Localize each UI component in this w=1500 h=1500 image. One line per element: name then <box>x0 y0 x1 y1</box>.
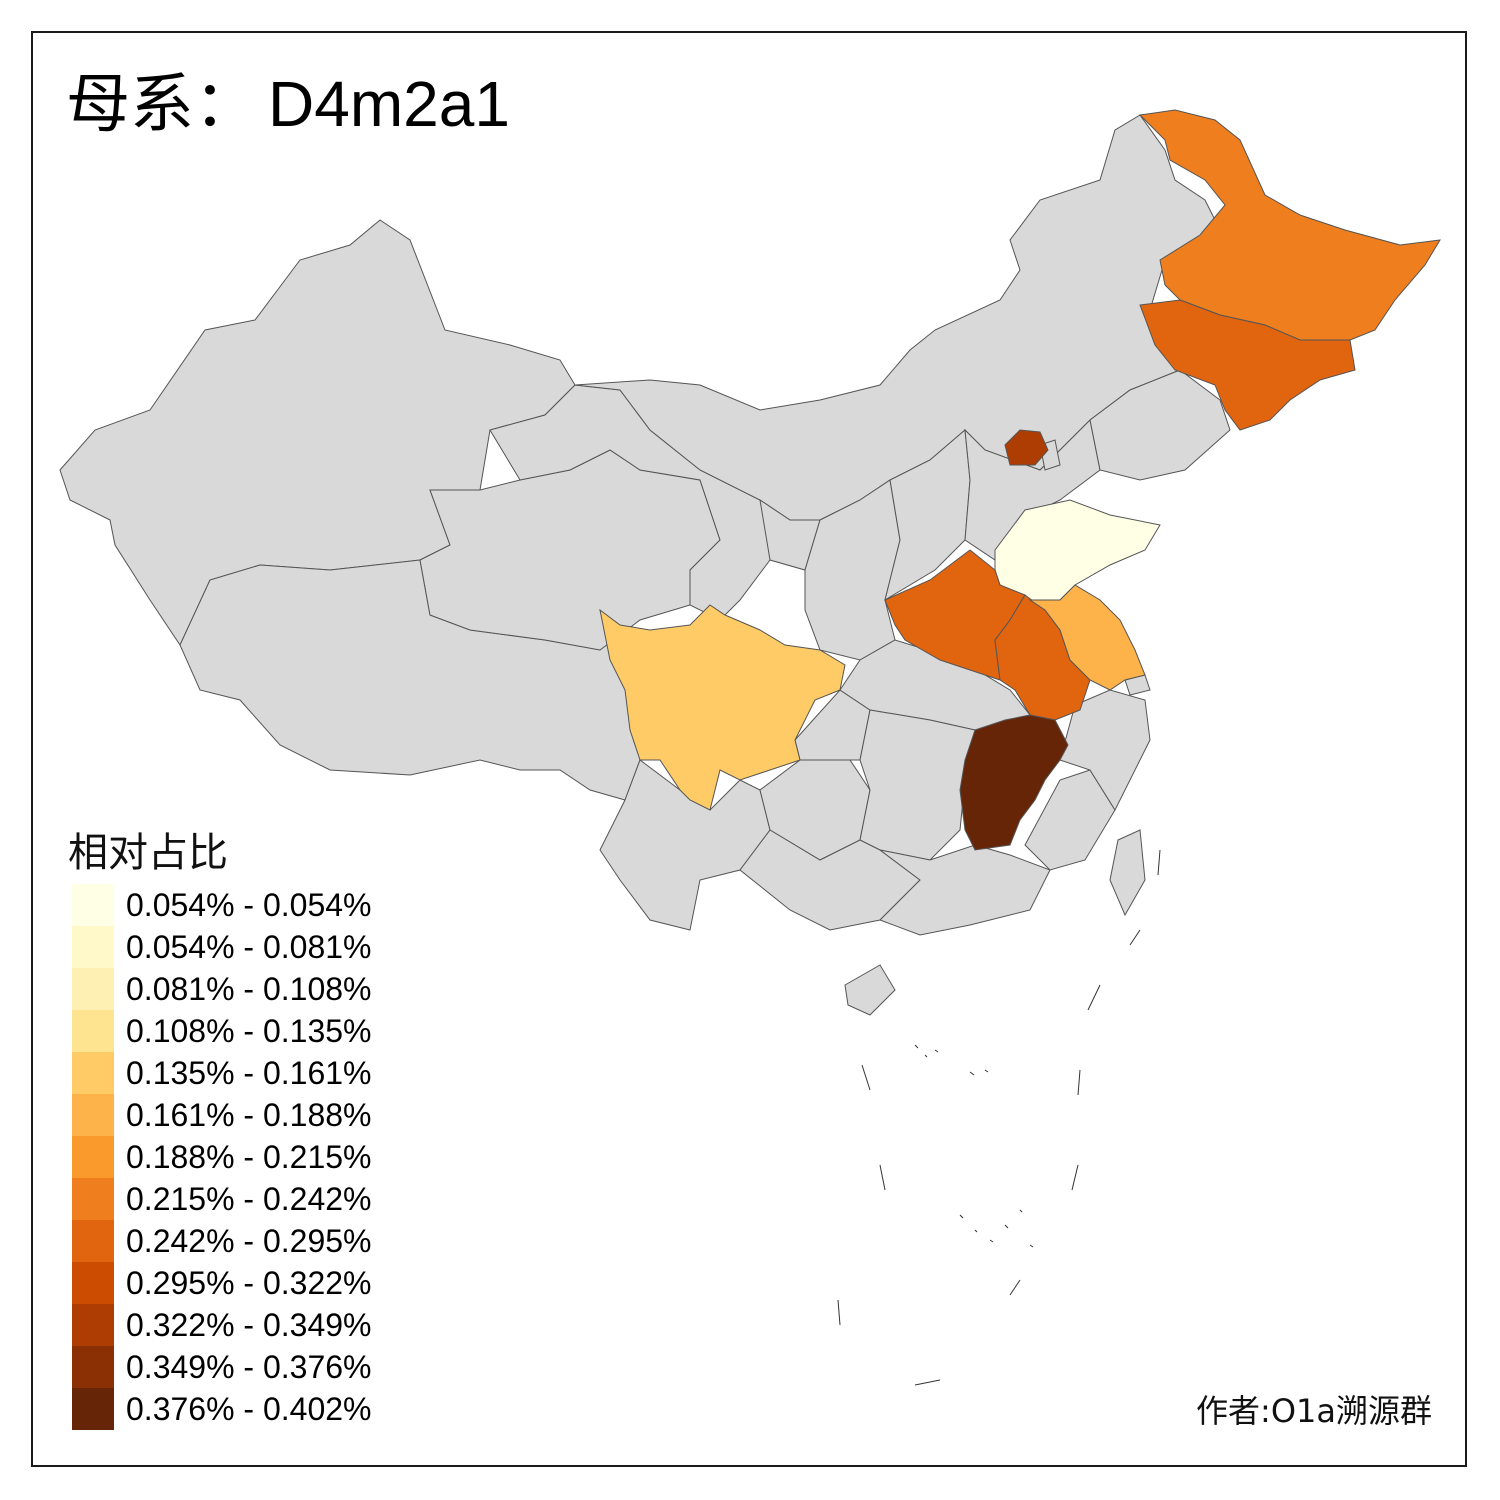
legend-label: 0.322% - 0.349% <box>126 1307 372 1343</box>
region-sichuan <box>599 604 846 811</box>
legend-swatch <box>72 1388 114 1430</box>
base-map <box>59 114 1231 1016</box>
region-liaoning <box>1089 369 1231 481</box>
legend-label: 0.188% - 0.215% <box>126 1139 372 1175</box>
legend-label: 0.295% - 0.322% <box>126 1265 372 1301</box>
region-hainan <box>844 964 896 1016</box>
island-dash-10 <box>1157 849 1161 876</box>
legend-label: 0.054% - 0.054% <box>126 887 372 923</box>
legend-item: 0.188% - 0.215% <box>72 1136 412 1178</box>
legend-item: 0.054% - 0.054% <box>72 884 412 926</box>
island-dash-5 <box>1009 1279 1021 1296</box>
legend-item: 0.349% - 0.376% <box>72 1346 412 1388</box>
legend-swatch <box>72 1052 114 1094</box>
region-guangdong <box>879 844 1051 936</box>
island-dash-2 <box>879 1164 886 1191</box>
legend-label: 0.242% - 0.295% <box>126 1223 372 1259</box>
legend-title: 相对占比 <box>68 830 228 876</box>
legend-swatch <box>72 1178 114 1220</box>
region-jilin <box>1139 299 1356 431</box>
legend-swatch <box>72 1346 114 1388</box>
legend-item: 0.322% - 0.349% <box>72 1304 412 1346</box>
island-dash-1 <box>861 1064 871 1091</box>
south-china-sea-islands <box>837 849 1161 1386</box>
island-dash-8 <box>1087 984 1101 1011</box>
legend-item: 0.242% - 0.295% <box>72 1220 412 1262</box>
author-credit: 作者:O1a溯源群 <box>1196 1392 1432 1430</box>
island-dash-9 <box>1129 929 1141 946</box>
map-title: 母系： D4m2a1 <box>66 72 510 137</box>
region-jiangsu <box>1028 584 1146 691</box>
region-hunan <box>859 709 976 861</box>
legend-item: 0.081% - 0.108% <box>72 968 412 1010</box>
island-cluster-1 <box>914 1044 989 1076</box>
legend-item: 0.108% - 0.135% <box>72 1010 412 1052</box>
legend-item: 0.295% - 0.322% <box>72 1262 412 1304</box>
legend-label: 0.135% - 0.161% <box>126 1055 372 1091</box>
legend-swatch <box>72 1010 114 1052</box>
region-beijing <box>1004 429 1049 466</box>
legend-swatch <box>72 1220 114 1262</box>
legend-label: 0.108% - 0.135% <box>126 1013 372 1049</box>
legend-swatch <box>72 926 114 968</box>
legend-label: 0.215% - 0.242% <box>126 1181 372 1217</box>
legend-swatch <box>72 1136 114 1178</box>
legend-item: 0.215% - 0.242% <box>72 1178 412 1220</box>
island-dash-3 <box>837 1299 841 1326</box>
legend-label: 0.161% - 0.188% <box>126 1097 372 1133</box>
region-hebei <box>964 418 1101 561</box>
legend-swatch <box>72 1304 114 1346</box>
legend-item: 0.161% - 0.188% <box>72 1094 412 1136</box>
legend-label: 0.081% - 0.108% <box>126 971 372 1007</box>
legend-swatch <box>72 1262 114 1304</box>
island-dash-7 <box>1077 1069 1081 1096</box>
region-taiwan <box>1109 829 1146 917</box>
title-haplogroup: D4m2a1 <box>268 68 510 140</box>
legend-swatch <box>72 968 114 1010</box>
data-regions <box>599 109 1441 851</box>
title-prefix: 母系： <box>66 68 258 142</box>
legend-item: 0.376% - 0.402% <box>72 1388 412 1430</box>
legend-label: 0.376% - 0.402% <box>126 1391 372 1427</box>
legend-swatch <box>72 1094 114 1136</box>
legend-item: 0.054% - 0.081% <box>72 926 412 968</box>
island-cluster-2 <box>959 1209 1034 1248</box>
island-dash-4 <box>914 1379 941 1386</box>
region-jiangxi <box>959 714 1069 851</box>
legend-item: 0.135% - 0.161% <box>72 1052 412 1094</box>
legend-swatch <box>72 884 114 926</box>
island-dash-6 <box>1071 1164 1079 1191</box>
legend-label: 0.349% - 0.376% <box>126 1349 372 1385</box>
legend-label: 0.054% - 0.081% <box>126 929 372 965</box>
